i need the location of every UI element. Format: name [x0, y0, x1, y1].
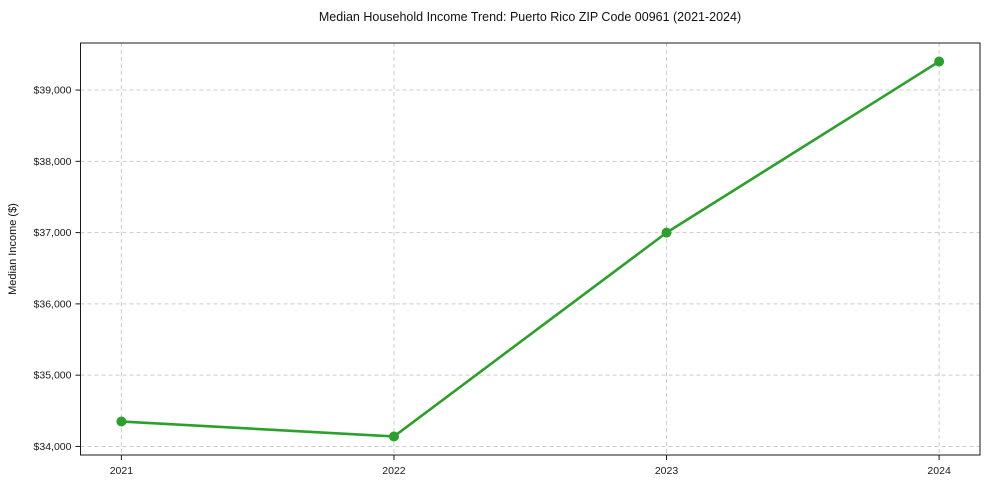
y-tick-label: $36,000: [34, 298, 72, 310]
trend-line-series: [116, 56, 945, 442]
data-point-2022: [388, 431, 399, 442]
data-point-2023: [661, 227, 672, 238]
data-point-2024: [934, 56, 945, 67]
y-tick-label: $35,000: [34, 370, 72, 382]
x-tick-label: 2022: [382, 465, 406, 477]
y-tick-label: $34,000: [34, 441, 72, 453]
chart-title: Median Household Income Trend: Puerto Ri…: [319, 10, 741, 24]
gridlines: [80, 43, 980, 455]
plot-border: [80, 42, 981, 456]
x-tick-label: 2024: [927, 465, 951, 477]
x-tick-label: 2021: [110, 465, 134, 477]
data-point-2021: [116, 416, 127, 427]
y-tick-label: $38,000: [34, 156, 72, 168]
axis-ticks: $34,000 $35,000 $36,000 $37,000 $38,000 $39,0…: [34, 85, 951, 477]
x-tick-label: 2023: [655, 465, 679, 477]
trend-line: [120, 60, 941, 438]
y-axis-label: Median Income ($): [7, 203, 19, 295]
y-tick-label: $37,000: [34, 227, 72, 239]
y-tick-label: $39,000: [34, 85, 72, 97]
